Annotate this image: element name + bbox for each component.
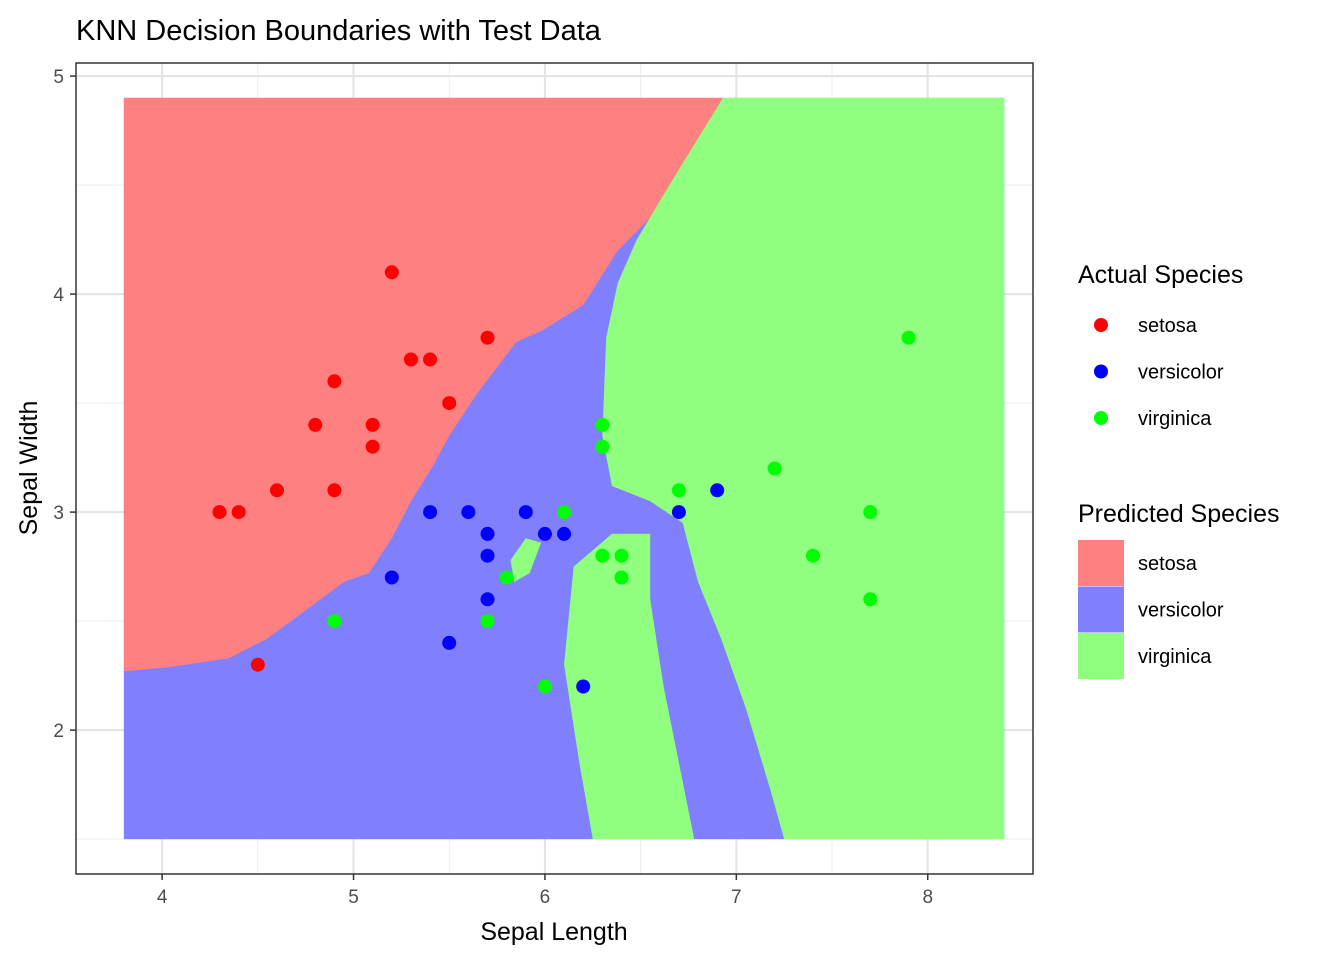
point-versicolor bbox=[480, 592, 495, 607]
region-virginica-band bbox=[564, 533, 695, 840]
y-axis-label: Sepal Width bbox=[15, 401, 43, 536]
point-setosa bbox=[269, 483, 284, 498]
point-versicolor bbox=[480, 526, 495, 541]
point-virginica bbox=[614, 570, 629, 585]
region-setosa bbox=[123, 97, 723, 672]
point-virginica bbox=[499, 570, 514, 585]
y-tick-label: 3 bbox=[53, 503, 64, 524]
y-tick-label: 2 bbox=[53, 721, 64, 742]
point-versicolor bbox=[710, 483, 725, 498]
point-virginica bbox=[537, 679, 552, 694]
x-tick-label: 6 bbox=[540, 887, 551, 908]
region-virginica-island bbox=[510, 538, 542, 582]
point-versicolor bbox=[576, 679, 591, 694]
point-versicolor bbox=[537, 526, 552, 541]
legend-predicted-label-versicolor: versicolor bbox=[1138, 600, 1224, 622]
legend-actual-key-setosa bbox=[1094, 318, 1108, 332]
point-virginica bbox=[863, 592, 878, 607]
x-tick-label: 5 bbox=[348, 887, 359, 908]
point-versicolor bbox=[480, 548, 495, 563]
legend-actual-key-virginica bbox=[1094, 411, 1108, 425]
legend-predicted-title: Predicted Species bbox=[1078, 500, 1280, 528]
legend-predicted-label-setosa: setosa bbox=[1138, 553, 1198, 575]
legend-actual-label-virginica: virginica bbox=[1138, 408, 1212, 430]
data-points bbox=[212, 265, 916, 694]
point-virginica bbox=[557, 505, 572, 520]
plot-area bbox=[75, 62, 1034, 875]
point-versicolor bbox=[442, 635, 457, 650]
point-setosa bbox=[308, 417, 323, 432]
point-setosa bbox=[423, 352, 438, 367]
region-virginica bbox=[602, 97, 1005, 840]
y-tick-label: 4 bbox=[53, 285, 64, 306]
point-versicolor bbox=[461, 505, 476, 520]
x-tick-label: 8 bbox=[922, 887, 933, 908]
point-versicolor bbox=[557, 526, 572, 541]
point-virginica bbox=[595, 439, 610, 454]
x-axis-ticks: 4 5 6 7 8 bbox=[157, 874, 933, 908]
point-setosa bbox=[231, 505, 246, 520]
point-setosa bbox=[403, 352, 418, 367]
point-setosa bbox=[250, 657, 265, 672]
point-virginica bbox=[901, 330, 916, 345]
legend-predicted-label-virginica: virginica bbox=[1138, 646, 1212, 668]
legend-actual-label-versicolor: versicolor bbox=[1138, 362, 1224, 384]
y-tick-label: 5 bbox=[53, 67, 64, 88]
point-versicolor bbox=[671, 505, 686, 520]
legend-actual-title: Actual Species bbox=[1078, 261, 1243, 289]
point-setosa bbox=[212, 505, 227, 520]
legend-predicted-key-virginica bbox=[1078, 633, 1124, 679]
point-setosa bbox=[480, 330, 495, 345]
point-virginica bbox=[863, 505, 878, 520]
chart-title: KNN Decision Boundaries with Test Data bbox=[76, 15, 602, 47]
point-setosa bbox=[384, 265, 399, 280]
point-versicolor bbox=[518, 505, 533, 520]
x-tick-label: 4 bbox=[157, 887, 168, 908]
point-virginica bbox=[671, 483, 686, 498]
legend-predicted-key-versicolor bbox=[1078, 586, 1124, 633]
point-virginica bbox=[805, 548, 820, 563]
point-virginica bbox=[595, 417, 610, 432]
point-virginica bbox=[595, 548, 610, 563]
point-virginica bbox=[614, 548, 629, 563]
decision-regions bbox=[123, 97, 1005, 840]
legend-predicted-key-setosa bbox=[1078, 540, 1124, 586]
point-virginica bbox=[480, 614, 495, 629]
point-setosa bbox=[365, 417, 380, 432]
point-setosa bbox=[327, 483, 342, 498]
legend-actual-key-versicolor bbox=[1094, 364, 1108, 379]
y-axis-ticks: 2 3 4 5 bbox=[53, 67, 76, 742]
plot-border bbox=[75, 62, 1034, 875]
x-axis-label: Sepal Length bbox=[480, 918, 627, 946]
point-virginica bbox=[327, 614, 342, 629]
point-virginica bbox=[767, 461, 782, 476]
point-versicolor bbox=[384, 570, 399, 585]
point-setosa bbox=[365, 439, 380, 454]
legend-actual-species: Actual Species setosa versicolor virginica bbox=[1078, 261, 1243, 430]
point-versicolor bbox=[423, 505, 438, 520]
point-setosa bbox=[327, 374, 342, 389]
point-setosa bbox=[442, 396, 457, 411]
legend-predicted-species: Predicted Species setosa versicolor virgin… bbox=[1078, 500, 1280, 679]
legend-actual-label-setosa: setosa bbox=[1138, 315, 1198, 337]
x-tick-label: 7 bbox=[731, 887, 742, 908]
